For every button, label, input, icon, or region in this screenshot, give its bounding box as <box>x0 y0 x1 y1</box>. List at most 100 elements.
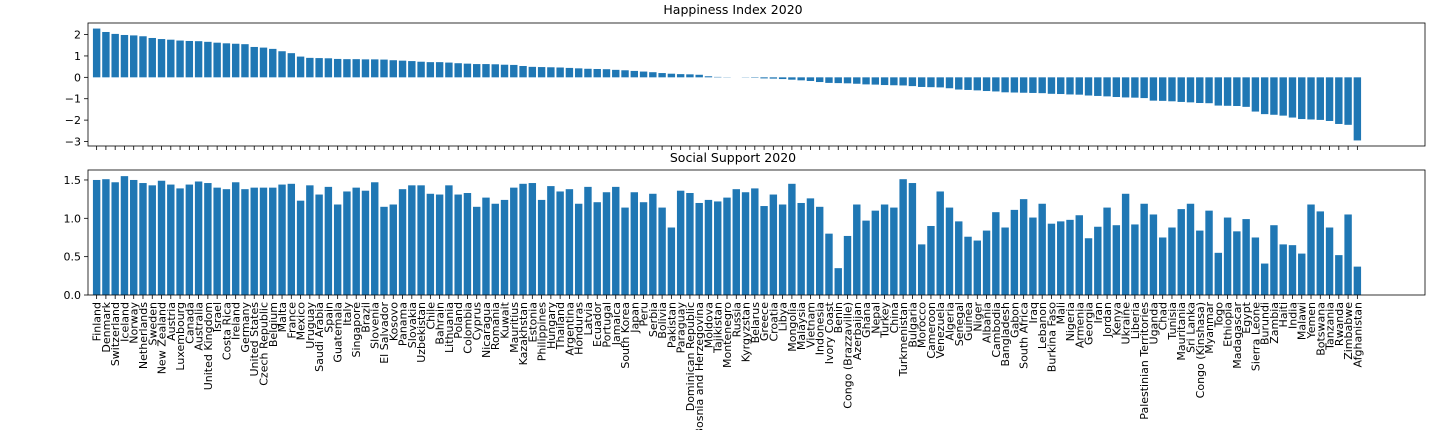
y-tick-label: 1 <box>74 50 81 63</box>
bar <box>1242 77 1250 107</box>
bar <box>241 44 249 78</box>
bar <box>482 64 490 78</box>
bar <box>686 193 694 295</box>
bar <box>917 77 926 87</box>
bar <box>871 77 880 85</box>
x-tick-label: Benin <box>832 302 845 333</box>
bar <box>306 185 314 295</box>
x-tick-label: Italy <box>341 302 354 326</box>
x-tick-label: Belarus <box>749 302 762 344</box>
bar <box>1140 77 1148 99</box>
bar <box>955 221 963 295</box>
bar <box>473 64 481 78</box>
bar <box>1307 77 1315 120</box>
bar <box>649 72 657 78</box>
x-tick-label: Finland <box>91 302 104 341</box>
bar <box>1001 227 1009 295</box>
bar <box>1131 77 1139 98</box>
x-tick-label: Botswana <box>1314 302 1327 356</box>
bar <box>213 187 221 295</box>
bar <box>1094 226 1102 295</box>
x-tick-label: Estonia <box>526 302 539 343</box>
y-tick-label: −1 <box>65 93 81 106</box>
x-tick-label: Ecuador <box>591 302 604 347</box>
bar <box>1251 237 1260 295</box>
bar <box>815 206 824 295</box>
bar <box>1260 77 1269 115</box>
bar <box>306 57 314 78</box>
bar <box>1251 77 1260 112</box>
bar <box>278 184 286 295</box>
bar <box>547 67 555 78</box>
bar <box>723 197 731 295</box>
bar <box>936 191 944 295</box>
bar <box>1316 77 1324 120</box>
bar <box>157 180 166 295</box>
x-tick-label: Liberia <box>1129 302 1142 339</box>
bar <box>1288 245 1297 295</box>
x-tick-label: Senegal <box>953 302 966 346</box>
x-tick-label: Mali <box>1055 302 1068 324</box>
x-tick-label: El Salvador <box>378 302 391 364</box>
bar <box>1260 263 1269 295</box>
bar <box>806 198 815 295</box>
bar <box>269 48 277 78</box>
bar <box>658 207 666 295</box>
x-tick-label: Algeria <box>943 302 956 341</box>
bar <box>1335 255 1343 295</box>
bar <box>1149 214 1158 295</box>
bar <box>417 185 425 295</box>
bar <box>1019 199 1028 295</box>
x-tick-label: Nigeria <box>1064 302 1077 341</box>
bar <box>92 179 101 295</box>
bar <box>130 35 138 78</box>
bar <box>574 68 583 78</box>
x-tick-label: Madagascar <box>1231 302 1244 369</box>
bar <box>945 77 954 89</box>
bar <box>584 186 592 295</box>
x-tick-label: Jamaica <box>610 302 623 346</box>
bar <box>269 187 277 295</box>
bar <box>936 77 944 88</box>
x-tick-label: Austria <box>165 302 178 341</box>
bar <box>167 184 175 295</box>
bar <box>853 77 861 84</box>
x-tick-label: Thailand <box>554 302 567 350</box>
bar <box>1177 209 1185 295</box>
bar <box>1270 225 1278 295</box>
bar <box>778 77 787 80</box>
x-tick-label: Sri Lanka <box>1185 302 1198 353</box>
bar <box>1344 77 1352 125</box>
bar <box>695 202 703 295</box>
bar <box>556 191 564 295</box>
bar <box>445 62 453 78</box>
bar <box>222 189 231 295</box>
x-tick-label: Peru <box>638 302 651 327</box>
x-tick-label: Portugal <box>600 302 613 348</box>
bar <box>500 64 509 78</box>
x-tick-label: Burundi <box>1259 302 1272 345</box>
x-tick-label: Israel <box>211 302 224 332</box>
bar <box>519 183 527 295</box>
x-tick-label: Egypt <box>1240 301 1253 333</box>
bar <box>1196 230 1204 295</box>
bar <box>1057 221 1065 295</box>
bar <box>621 207 629 295</box>
x-tick-label: South Africa <box>1018 302 1031 369</box>
bar <box>964 236 972 295</box>
bar <box>463 193 472 295</box>
x-tick-label: Tanzania <box>1324 302 1337 351</box>
bar <box>417 61 425 78</box>
bar <box>1029 77 1037 93</box>
bar <box>890 77 898 86</box>
bar <box>639 71 648 78</box>
bar <box>1066 77 1074 95</box>
bar <box>714 201 722 295</box>
bar <box>565 189 574 295</box>
bar <box>825 233 833 295</box>
bar <box>741 192 750 295</box>
x-tick-label: Sweden <box>146 302 159 345</box>
bar <box>343 191 351 295</box>
y-tick-label: 1.5 <box>64 174 82 187</box>
bar <box>157 39 166 78</box>
